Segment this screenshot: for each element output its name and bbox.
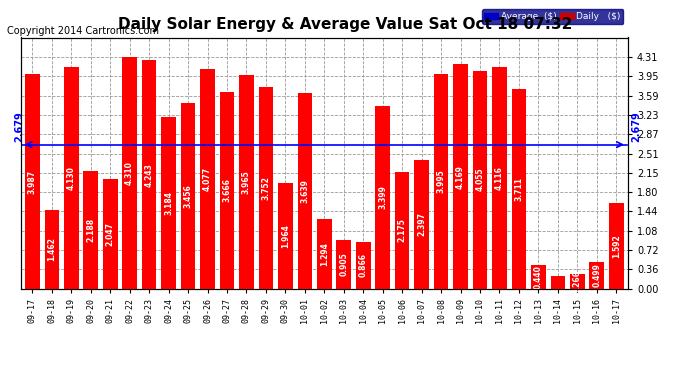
Bar [200, 69, 215, 289]
Text: 0.499: 0.499 [592, 263, 601, 287]
Text: 2.175: 2.175 [397, 218, 406, 242]
Bar [181, 103, 195, 289]
Text: 2.188: 2.188 [86, 218, 95, 242]
Text: 4.243: 4.243 [145, 163, 154, 186]
Legend: Average  ($), Daily   ($): Average ($), Daily ($) [482, 9, 623, 24]
Bar [375, 106, 390, 289]
Bar [103, 178, 117, 289]
Bar [492, 67, 506, 289]
Text: 2.679: 2.679 [14, 111, 23, 142]
Text: Daily Solar Energy & Average Value Sat Oct 18 07:32: Daily Solar Energy & Average Value Sat O… [118, 17, 572, 32]
Text: 4.077: 4.077 [203, 167, 212, 191]
Text: 1.462: 1.462 [48, 237, 57, 261]
Bar [570, 274, 584, 289]
Text: 1.592: 1.592 [612, 234, 621, 258]
Bar [142, 60, 157, 289]
Bar [239, 75, 254, 289]
Bar [317, 219, 332, 289]
Bar [297, 93, 312, 289]
Text: 0.440: 0.440 [534, 265, 543, 289]
Text: 3.711: 3.711 [515, 177, 524, 201]
Text: 2.679: 2.679 [631, 111, 642, 142]
Text: 0.905: 0.905 [339, 252, 348, 276]
Bar [161, 117, 176, 289]
Bar [83, 171, 98, 289]
Text: 3.666: 3.666 [222, 178, 231, 202]
Text: 4.310: 4.310 [125, 161, 134, 185]
Bar [219, 92, 235, 289]
Text: 2.047: 2.047 [106, 222, 115, 246]
Text: 3.639: 3.639 [300, 179, 309, 203]
Text: 3.965: 3.965 [242, 170, 251, 194]
Text: 1.294: 1.294 [319, 242, 329, 266]
Bar [531, 265, 546, 289]
Text: 3.995: 3.995 [437, 170, 446, 193]
Text: 3.752: 3.752 [262, 176, 270, 200]
Bar [473, 70, 487, 289]
Text: 3.399: 3.399 [378, 185, 387, 209]
Text: 0.866: 0.866 [359, 254, 368, 278]
Text: Copyright 2014 Cartronics.com: Copyright 2014 Cartronics.com [7, 26, 159, 36]
Bar [122, 57, 137, 289]
Bar [259, 87, 273, 289]
Bar [45, 210, 59, 289]
Text: 4.130: 4.130 [67, 166, 76, 190]
Text: 3.987: 3.987 [28, 170, 37, 194]
Bar [356, 242, 371, 289]
Bar [337, 240, 351, 289]
Text: 3.184: 3.184 [164, 191, 173, 215]
Text: 2.397: 2.397 [417, 212, 426, 236]
Bar [395, 172, 409, 289]
Bar [551, 276, 565, 289]
Bar [25, 74, 39, 289]
Bar [453, 64, 468, 289]
Text: 4.055: 4.055 [475, 168, 484, 192]
Bar [278, 183, 293, 289]
Bar [434, 74, 448, 289]
Text: 4.116: 4.116 [495, 166, 504, 190]
Text: 4.169: 4.169 [456, 165, 465, 189]
Text: 3.456: 3.456 [184, 184, 193, 208]
Bar [589, 262, 604, 289]
Bar [511, 89, 526, 289]
Bar [414, 160, 429, 289]
Text: 1.964: 1.964 [281, 224, 290, 248]
Bar [609, 203, 624, 289]
Bar [64, 66, 79, 289]
Text: 0.266: 0.266 [573, 270, 582, 294]
